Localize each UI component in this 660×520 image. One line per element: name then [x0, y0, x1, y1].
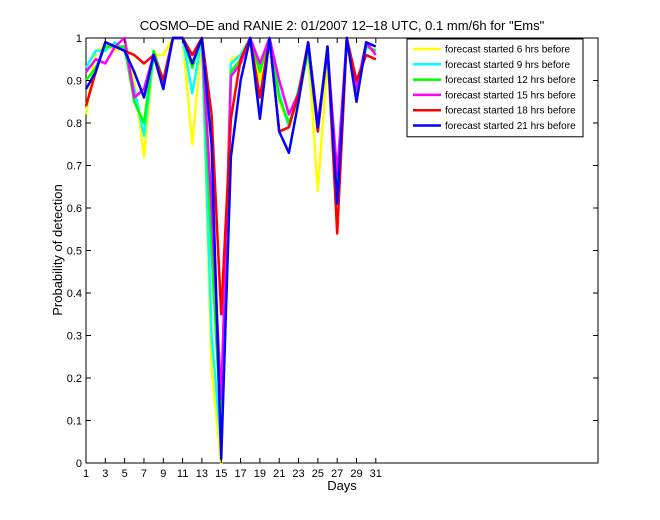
- legend-label-6: forecast started 21 hrs before: [445, 121, 576, 132]
- series-group: [84, 36, 377, 465]
- x-tick-label: 25: [312, 468, 324, 480]
- x-tick-label: 5: [122, 468, 128, 480]
- y-axis-label: Probability of detection: [50, 184, 65, 316]
- legend: forecast started 6 hrs before forecast st…: [406, 38, 584, 138]
- y-tick-label: 0.3: [67, 331, 82, 343]
- series-line-6: [84, 36, 377, 461]
- x-tick-label: 11: [177, 468, 188, 480]
- y-tick-label: 0.8: [67, 118, 82, 130]
- legend-label-1: forecast started 6 hrs before: [445, 45, 571, 56]
- legend-label-4: forecast started 15 hrs before: [445, 90, 576, 101]
- ticks-group: 1 3 5 7 9 11 13 15 17 19 21 23 25 27 29 3100.10.20.30.4…: [67, 33, 598, 480]
- legend-label-3: forecast started 12 hrs before: [445, 75, 576, 86]
- x-tick-label: 27: [331, 468, 343, 480]
- x-tick-label: 29: [350, 468, 362, 480]
- y-tick-label: 0.7: [67, 161, 82, 173]
- y-tick-label: 0.1: [67, 416, 82, 428]
- y-tick-label: 0.4: [67, 288, 82, 300]
- chart-title: COSMO–DE and RANIE 2: 01/2007 12–18 UTC,…: [140, 18, 545, 33]
- x-tick-label: 15: [215, 468, 227, 480]
- legend-box: [406, 38, 584, 138]
- x-tick-label: 31: [370, 468, 382, 480]
- y-tick-label: 0.5: [67, 246, 82, 258]
- x-tick-label: 23: [292, 468, 304, 480]
- x-tick-label: 1: [83, 468, 89, 480]
- x-tick-label: 7: [141, 468, 147, 480]
- y-tick-label: 0.9: [67, 76, 82, 88]
- x-tick-label: 19: [254, 468, 266, 480]
- y-tick-label: 0: [76, 458, 82, 470]
- x-tick-label: 21: [273, 468, 285, 480]
- y-tick-label: 0.6: [67, 203, 82, 215]
- y-tick-label: 1: [76, 33, 82, 45]
- y-tick-label: 0.2: [67, 373, 82, 385]
- x-tick-label: 13: [196, 468, 208, 480]
- x-tick-label: 9: [160, 468, 166, 480]
- x-axis-label: Days: [327, 478, 357, 493]
- legend-label-2: forecast started 9 hrs before: [445, 60, 571, 71]
- x-tick-label: 3: [102, 468, 108, 480]
- x-tick-label: 17: [234, 468, 246, 480]
- legend-label-5: forecast started 18 hrs before: [445, 106, 576, 117]
